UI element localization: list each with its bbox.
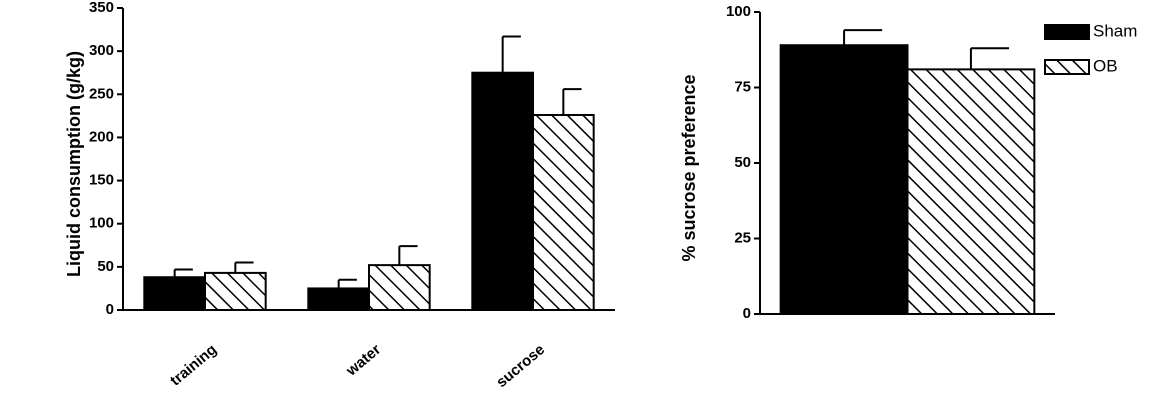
x-tick-label: training (167, 341, 220, 389)
y-tick-label: 100 (89, 215, 114, 232)
legend-label: Sham (1093, 21, 1137, 40)
y-tick-label: 50 (97, 258, 114, 275)
legend-swatch (1044, 24, 1090, 40)
y-axis-label: % sucrose preference (679, 74, 699, 261)
y-tick-label: 100 (726, 3, 751, 20)
x-tick-label: water (342, 341, 384, 380)
y-tick-label: 75 (734, 78, 751, 95)
bar (368, 264, 431, 312)
bar (204, 271, 267, 312)
y-tick-label: 0 (106, 301, 114, 318)
y-tick-label: 300 (89, 42, 114, 59)
legend-label: OB (1093, 56, 1118, 75)
bar (779, 44, 909, 315)
bar (532, 113, 595, 311)
y-tick-label: 350 (89, 0, 114, 16)
y-tick-label: 200 (89, 128, 114, 145)
y-tick-label: 50 (734, 154, 751, 171)
y-tick-label: 0 (743, 305, 751, 322)
y-tick-label: 250 (89, 85, 114, 102)
bar (471, 71, 535, 312)
legend-swatch (1044, 59, 1090, 75)
y-axis-label: Liquid consumption (g/kg) (64, 51, 84, 277)
bar (906, 68, 1036, 315)
y-tick-label: 150 (89, 172, 114, 189)
bar (143, 276, 207, 311)
bar (307, 287, 371, 311)
x-tick-label: sucrose (493, 341, 548, 391)
y-tick-label: 25 (734, 229, 751, 246)
